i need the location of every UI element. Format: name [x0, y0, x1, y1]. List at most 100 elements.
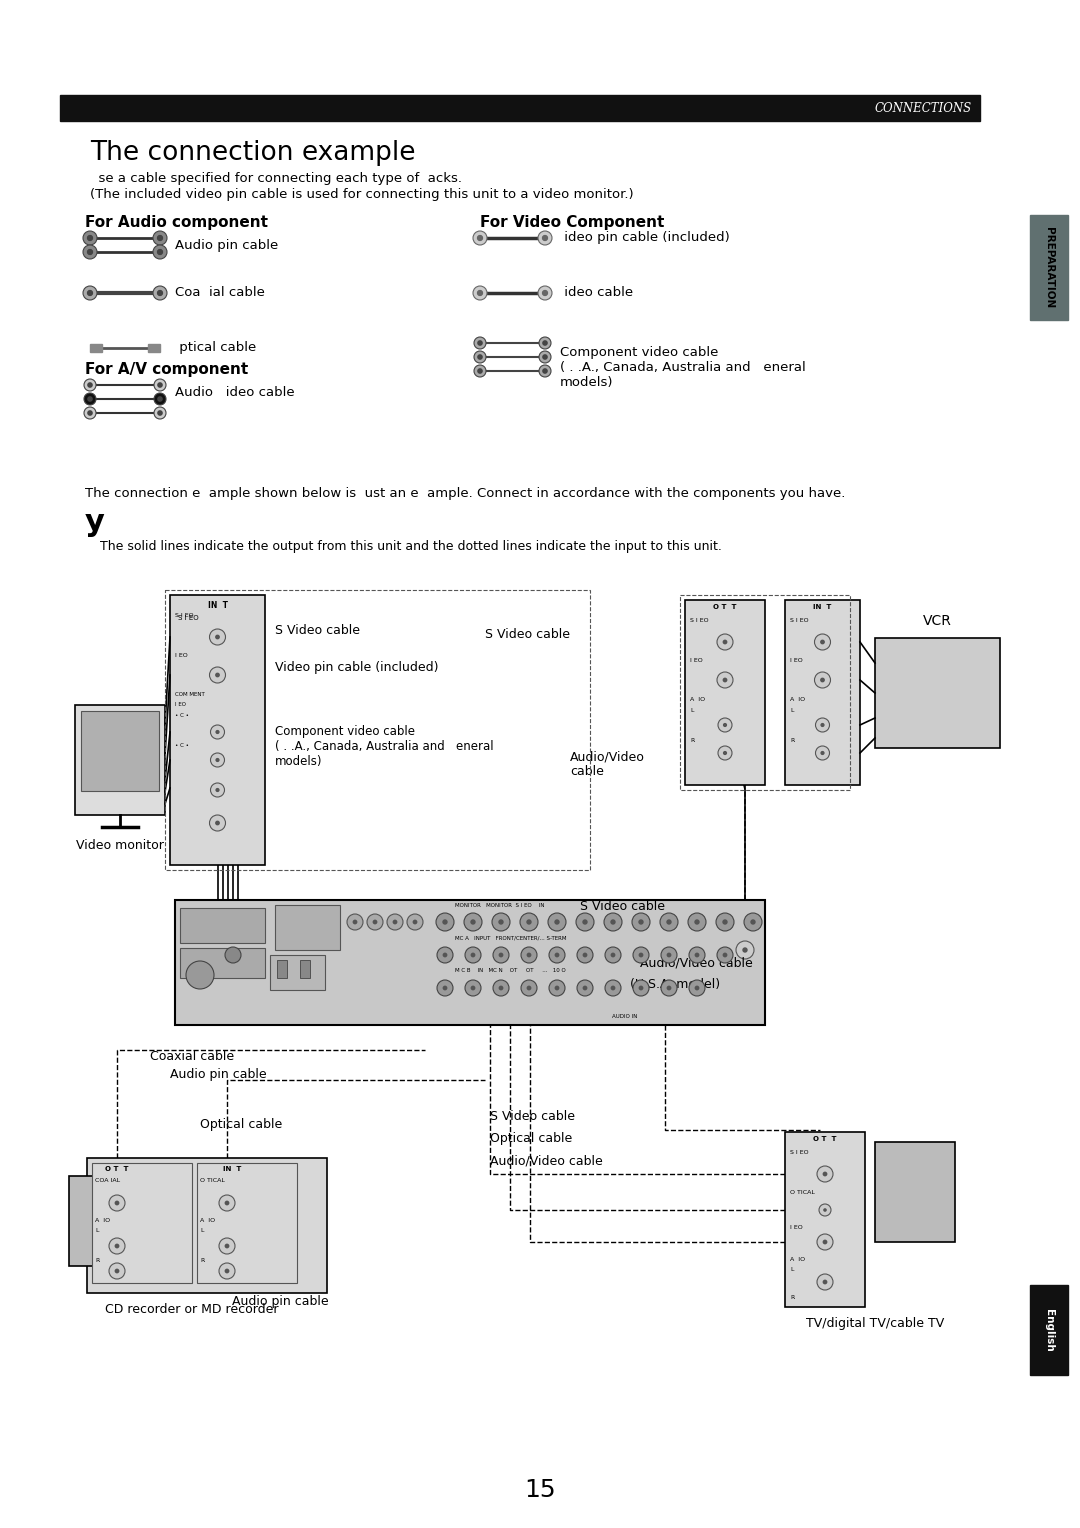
Circle shape	[464, 914, 482, 931]
Text: IN  T: IN T	[207, 601, 228, 610]
Circle shape	[666, 920, 672, 924]
Text: R: R	[95, 1258, 99, 1264]
Text: Audio pin cable: Audio pin cable	[175, 238, 279, 252]
Circle shape	[387, 914, 403, 931]
Circle shape	[443, 920, 448, 924]
Circle shape	[211, 753, 225, 767]
Text: Component video cable
( . .A., Canada, Australia and   eneral
models): Component video cable ( . .A., Canada, A…	[561, 345, 806, 390]
Circle shape	[816, 1166, 833, 1183]
Circle shape	[477, 354, 482, 359]
Circle shape	[87, 249, 93, 255]
Bar	[275, 905, 340, 950]
Bar	[300, 960, 310, 978]
Bar	[81, 711, 159, 792]
Circle shape	[577, 947, 593, 963]
Circle shape	[153, 286, 167, 299]
Circle shape	[474, 338, 486, 348]
Circle shape	[751, 920, 756, 924]
Circle shape	[577, 979, 593, 996]
Text: For Video Component: For Video Component	[480, 215, 664, 231]
Circle shape	[582, 920, 588, 924]
Text: R: R	[789, 738, 794, 743]
Circle shape	[823, 1172, 827, 1177]
Text: S Video cable: S Video cable	[490, 1109, 575, 1123]
Circle shape	[83, 286, 97, 299]
Circle shape	[582, 952, 588, 958]
Text: Coaxial cable: Coaxial cable	[150, 1050, 234, 1063]
Text: MC A   INPUT   FRONT/CENTER/... S-TERM: MC A INPUT FRONT/CENTER/... S-TERM	[455, 937, 567, 941]
Circle shape	[717, 634, 733, 649]
Text: The connection example: The connection example	[90, 141, 416, 167]
Circle shape	[109, 1238, 125, 1254]
Circle shape	[543, 354, 548, 359]
Circle shape	[413, 920, 417, 924]
Text: Audio/Video
cable: Audio/Video cable	[570, 750, 645, 778]
Text: S I EO: S I EO	[789, 1151, 809, 1155]
Circle shape	[225, 1244, 229, 1248]
Text: ideo pin cable (included): ideo pin cable (included)	[561, 232, 730, 244]
Circle shape	[474, 365, 486, 377]
Circle shape	[718, 746, 732, 759]
Circle shape	[814, 634, 831, 649]
Text: Optical cable: Optical cable	[490, 1132, 572, 1144]
Text: L: L	[690, 707, 693, 714]
Text: For A/V component: For A/V component	[85, 362, 248, 377]
Circle shape	[158, 397, 162, 400]
Circle shape	[158, 235, 162, 240]
Circle shape	[492, 947, 509, 963]
Circle shape	[477, 368, 482, 373]
Bar	[165, 590, 590, 869]
Circle shape	[744, 914, 762, 931]
Bar	[180, 908, 265, 943]
Text: • C •: • C •	[175, 714, 189, 718]
Text: A  IO: A IO	[95, 1218, 110, 1222]
Text: COA IAL: COA IAL	[95, 1178, 120, 1183]
Circle shape	[632, 914, 650, 931]
Circle shape	[718, 718, 732, 732]
Text: L: L	[789, 1267, 794, 1271]
Bar	[180, 947, 265, 978]
Circle shape	[114, 1268, 120, 1273]
Circle shape	[723, 723, 727, 727]
Circle shape	[215, 821, 220, 825]
Circle shape	[820, 640, 825, 645]
Text: (The included video pin cable is used for connecting this unit to a video monito: (The included video pin cable is used fo…	[90, 188, 634, 202]
Bar	[1030, 215, 1068, 319]
Circle shape	[373, 920, 377, 924]
Circle shape	[109, 1264, 125, 1279]
Circle shape	[114, 1244, 120, 1248]
Circle shape	[548, 914, 566, 931]
Circle shape	[436, 914, 454, 931]
Text: English: English	[1044, 1308, 1054, 1351]
Circle shape	[549, 979, 565, 996]
Circle shape	[470, 920, 475, 924]
Circle shape	[153, 244, 167, 260]
Bar	[276, 960, 287, 978]
Circle shape	[215, 758, 219, 762]
Circle shape	[477, 235, 483, 240]
Circle shape	[219, 1238, 235, 1254]
Text: I EO: I EO	[175, 652, 188, 659]
Text: S I EO: S I EO	[789, 617, 809, 623]
Text: IN  T: IN T	[222, 1166, 241, 1172]
Circle shape	[821, 750, 825, 755]
Circle shape	[527, 952, 531, 958]
Circle shape	[638, 920, 644, 924]
Circle shape	[225, 1201, 229, 1206]
Circle shape	[604, 914, 622, 931]
Circle shape	[815, 746, 829, 759]
Circle shape	[521, 947, 537, 963]
Text: MONITOR   MONITOR  S I EO    IN: MONITOR MONITOR S I EO IN	[455, 903, 544, 908]
Text: The solid lines indicate the output from this unit and the dotted lines indicate: The solid lines indicate the output from…	[100, 539, 721, 553]
Circle shape	[610, 920, 616, 924]
Circle shape	[815, 718, 829, 732]
Circle shape	[473, 231, 487, 244]
Text: Audio/Video cable: Audio/Video cable	[490, 1155, 603, 1167]
Circle shape	[633, 947, 649, 963]
Text: I EO: I EO	[789, 659, 802, 663]
Circle shape	[723, 677, 728, 683]
Circle shape	[210, 814, 226, 831]
Bar	[148, 344, 160, 351]
Text: M C B    IN   MC N    OT     OT     ...   10 O: M C B IN MC N OT OT ... 10 O	[455, 969, 566, 973]
Circle shape	[610, 986, 616, 990]
